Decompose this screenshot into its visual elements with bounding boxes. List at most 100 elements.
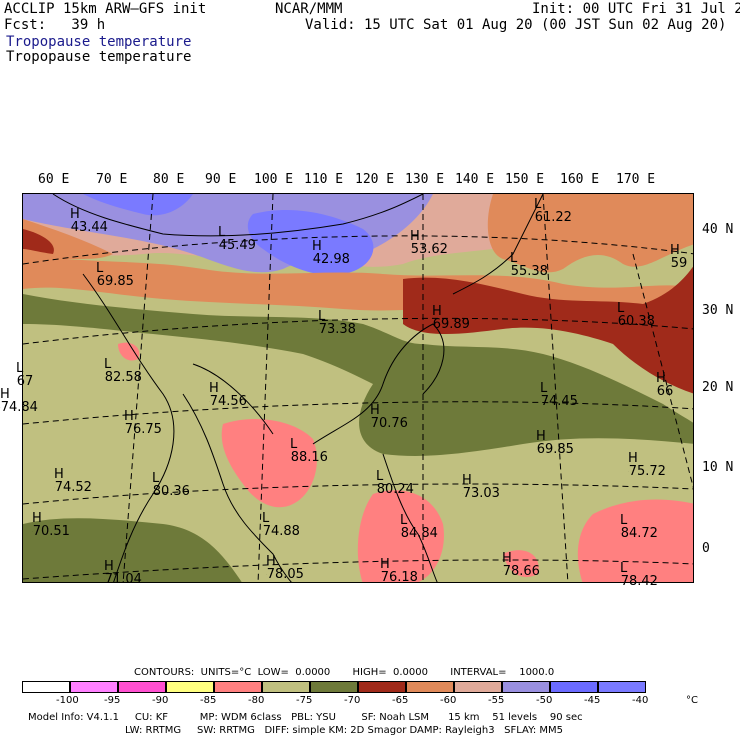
high-center: H -69.89 [432, 305, 470, 331]
low-center: L -55.38 [510, 252, 548, 278]
center-value: -67 [16, 374, 34, 388]
center-type: H [502, 552, 512, 566]
low-center: L -74.88 [262, 512, 300, 538]
high-center: H -78.66 [502, 552, 540, 578]
center-value: -55.38 [510, 264, 548, 278]
lon-label: 130 E [405, 172, 445, 187]
center-type: L [152, 472, 160, 486]
high-center: H -76.18 [380, 558, 418, 584]
center-value: -70.51 [32, 524, 70, 538]
low-center: L -84.84 [400, 514, 438, 540]
colorbar-swatch [310, 681, 358, 693]
high-center: H -74.84 [0, 388, 38, 414]
center-value: -73.38 [318, 322, 356, 336]
low-center: L -61.22 [534, 198, 572, 224]
high-center: H -76.75 [124, 410, 162, 436]
high-center: H-59 [670, 244, 687, 270]
center-type: L [218, 226, 226, 240]
center-type: L [510, 252, 518, 266]
region-fill [247, 209, 374, 275]
center-type: H [104, 560, 114, 574]
colorbar-swatch [118, 681, 166, 693]
center-type: L [318, 310, 326, 324]
center-value: -74.84 [0, 400, 38, 414]
colorbar-swatch [598, 681, 646, 693]
center-value: -78.66 [502, 564, 540, 578]
high-center: H -69.85 [536, 430, 574, 456]
center-value: -73.03 [462, 486, 500, 500]
center-value: -78.42 [620, 574, 658, 588]
center-type: H [54, 468, 64, 482]
colorbar-tick-label: -55 [488, 695, 505, 706]
init-time: Init: 00 UTC Fri 31 Jul 20 [532, 1, 740, 17]
high-center: H -70.51 [32, 512, 70, 538]
center-value: -78.05 [266, 567, 304, 581]
field-label-secondary: Tropopause temperature [6, 49, 192, 65]
center-value: -45.49 [218, 238, 256, 252]
center-value: -74.88 [262, 524, 300, 538]
coastlines [52, 194, 544, 582]
region-fill [118, 342, 140, 361]
center-type: H [670, 244, 680, 258]
valid-time: Valid: 15 UTC Sat 01 Aug 20 (00 JST Sun … [305, 17, 727, 33]
center-type: L [96, 262, 104, 276]
center-value: -74.52 [54, 480, 92, 494]
center-type: L [620, 514, 628, 528]
center-type: H [462, 474, 472, 488]
model-title: ACCLIP 15km ARW–GFS init [4, 1, 207, 17]
colorbar-swatch [550, 681, 598, 693]
graticule [23, 194, 693, 582]
high-center: H -78.05 [266, 555, 304, 581]
lon-label: 170 E [616, 172, 656, 187]
region-fill [503, 550, 539, 578]
low-center: L -74.45 [540, 382, 578, 408]
colorbar-tick-label: -100 [56, 695, 79, 706]
center-type: H [380, 558, 390, 572]
center-value: -59 [670, 256, 688, 270]
center-value: -60.38 [617, 314, 655, 328]
center-value: -66 [656, 384, 674, 398]
contours-info: CONTOURS: UNITS=°C LOW= 0.0000 HIGH= 0.0… [134, 667, 555, 678]
center-type: H [312, 240, 322, 254]
colorbar-swatch [262, 681, 310, 693]
colorbar-tick-label: -60 [440, 695, 457, 706]
colorbar-swatch [70, 681, 118, 693]
low-center: L-67 [16, 362, 33, 388]
high-center: H -75.72 [628, 452, 666, 478]
low-center: L -45.49 [218, 226, 256, 252]
region-fill [487, 194, 693, 273]
region-fill [23, 294, 693, 456]
center-value: -42.98 [312, 252, 350, 266]
low-center: L -84.72 [620, 514, 658, 540]
center-value: -74.56 [209, 394, 247, 408]
colorbar-swatch [406, 681, 454, 693]
forecast-hour: Fcst: 39 h [4, 17, 106, 33]
center-type: H [432, 305, 442, 319]
center-type: H [124, 410, 134, 424]
high-center: H -70.76 [370, 404, 408, 430]
low-center: L -69.85 [96, 262, 134, 288]
low-center: L -80.24 [376, 470, 414, 496]
low-center: L -82.58 [104, 358, 142, 384]
colorbar-tick-label: -45 [584, 695, 601, 706]
lon-label: 100 E [254, 172, 294, 187]
high-center: H -74.52 [54, 468, 92, 494]
region-fill [357, 490, 444, 582]
region-fill [23, 229, 54, 254]
colorbar-tick-label: -40 [632, 695, 649, 706]
high-center: H -42.98 [312, 240, 350, 266]
lon-label: 110 E [304, 172, 344, 187]
center-type: H [266, 555, 276, 569]
region-fill [403, 266, 693, 394]
colorbar-swatch [214, 681, 262, 693]
center-value: -80.24 [376, 482, 414, 496]
lat-label: 0 [702, 541, 710, 556]
colorbar-swatch [454, 681, 502, 693]
high-center: H -53.62 [410, 230, 448, 256]
center-value: -76.75 [124, 422, 162, 436]
lat-label: 30 N [702, 303, 734, 318]
high-center: H-66 [656, 372, 673, 398]
map-panel [22, 193, 694, 583]
center-name: NCAR/MMM [275, 1, 343, 17]
colorbar-tick-label: -65 [392, 695, 409, 706]
